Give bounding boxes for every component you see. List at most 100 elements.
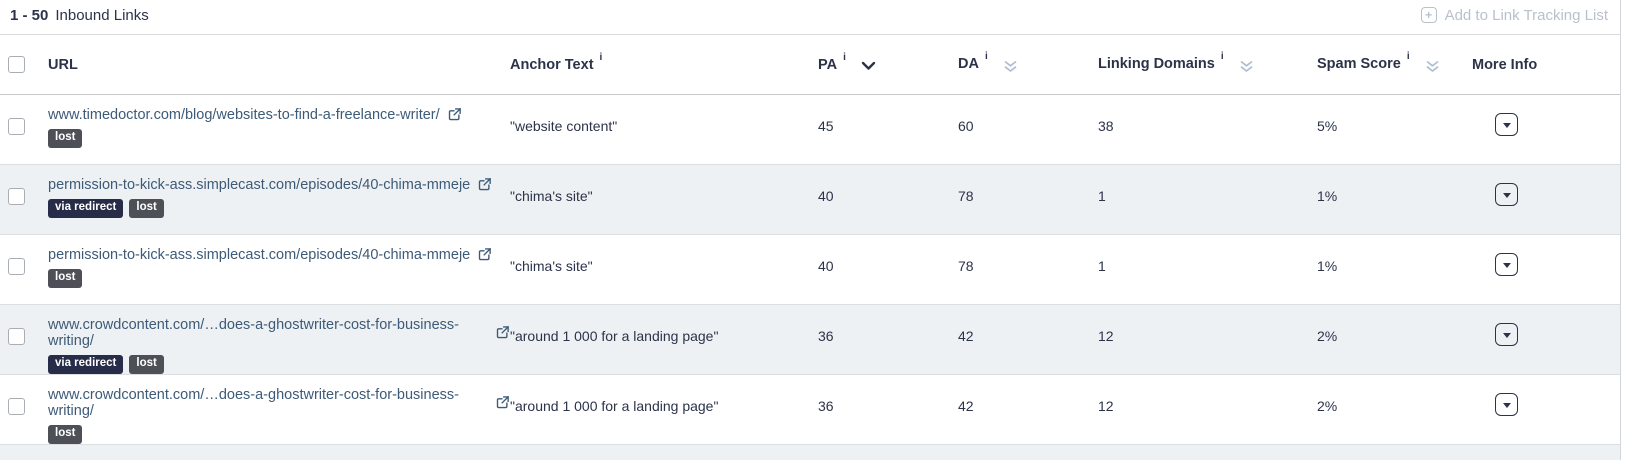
linking-domains-value: 1: [1098, 258, 1106, 274]
badge-via-redirect: via redirect: [48, 199, 124, 218]
row-checkbox-cell: [0, 235, 48, 275]
external-link-icon[interactable]: [495, 395, 510, 410]
row-checkbox[interactable]: [8, 398, 25, 415]
url-link[interactable]: www.crowdcontent.com/…does-a-ghostwriter…: [48, 387, 459, 419]
select-all-checkbox[interactable]: [8, 56, 25, 73]
row-checkbox-cell: [0, 165, 48, 205]
next-row-peek: [0, 445, 1620, 460]
row-checkbox[interactable]: [8, 188, 25, 205]
anchor-text-value: "chima's site": [510, 258, 593, 274]
more-info-button[interactable]: [1495, 393, 1518, 416]
da-value: 78: [958, 258, 974, 274]
url-cell: www.crowdcontent.com/…does-a-ghostwriter…: [48, 375, 510, 444]
url-cell: www.crowdcontent.com/…does-a-ghostwriter…: [48, 305, 510, 374]
info-icon: i: [843, 51, 846, 63]
column-label-linking-domains: Linking Domains: [1098, 56, 1215, 72]
row-checkbox[interactable]: [8, 258, 25, 275]
more-info-button[interactable]: [1495, 113, 1518, 136]
table-row: www.crowdcontent.com/…does-a-ghostwriter…: [0, 375, 1620, 445]
url-cell: permission-to-kick-ass.simplecast.com/ep…: [48, 165, 510, 218]
pa-value: 40: [818, 188, 834, 204]
badge-lost: lost: [129, 199, 164, 218]
anchor-text-value: "around 1 000 for a landing page": [510, 328, 719, 344]
url-link[interactable]: www.timedoctor.com/blog/websites-to-find…: [48, 107, 440, 123]
add-to-link-tracking-button[interactable]: + Add to Link Tracking List: [1420, 6, 1608, 24]
url-link[interactable]: www.crowdcontent.com/…does-a-ghostwriter…: [48, 317, 459, 349]
results-label: Inbound Links: [55, 6, 149, 24]
badge-group: lost: [48, 269, 510, 288]
results-range: 1 - 50: [10, 6, 49, 24]
info-icon: i: [599, 51, 603, 63]
caret-down-icon: [1502, 332, 1511, 338]
column-label-pa: PA: [818, 56, 838, 73]
table-body: www.timedoctor.com/blog/websites-to-find…: [0, 95, 1620, 445]
column-header-spam-score[interactable]: Spam Score i: [1317, 51, 1472, 73]
badge-group: lost: [48, 129, 510, 148]
table-row: permission-to-kick-ass.simplecast.com/ep…: [0, 165, 1620, 235]
pa-value: 40: [818, 258, 834, 274]
pa-value: 36: [818, 328, 834, 344]
more-info-button[interactable]: [1495, 253, 1518, 276]
linking-domains-value: 12: [1098, 398, 1114, 414]
external-link-icon[interactable]: [477, 247, 492, 262]
row-checkbox[interactable]: [8, 328, 25, 345]
row-checkbox[interactable]: [8, 118, 25, 135]
column-header-da[interactable]: DA i: [958, 51, 1098, 73]
pa-value: 45: [818, 118, 834, 134]
column-header-anchor-text: Anchor Text i: [510, 52, 818, 73]
da-value: 60: [958, 118, 974, 134]
results-title: 1 - 50 Inbound Links: [10, 7, 149, 24]
caret-down-icon: [1502, 192, 1511, 198]
badge-lost: lost: [129, 355, 164, 374]
external-link-icon[interactable]: [477, 177, 492, 192]
external-link-icon[interactable]: [495, 325, 510, 340]
da-value: 42: [958, 328, 974, 344]
column-label-spam-score: Spam Score: [1317, 56, 1401, 72]
external-link-icon[interactable]: [447, 107, 462, 122]
sort-desc-icon[interactable]: [861, 61, 876, 71]
linking-domains-value: 12: [1098, 328, 1114, 344]
linking-domains-value: 38: [1098, 118, 1114, 134]
info-icon: i: [1220, 51, 1224, 62]
url-link[interactable]: permission-to-kick-ass.simplecast.com/ep…: [48, 177, 471, 193]
more-info-cell: [1472, 235, 1620, 276]
anchor-text-value: "around 1 000 for a landing page": [510, 398, 719, 414]
caret-down-icon: [1502, 262, 1511, 268]
url-link[interactable]: permission-to-kick-ass.simplecast.com/ep…: [48, 247, 471, 263]
badge-group: lost: [48, 425, 510, 444]
column-header-pa[interactable]: PA i: [818, 52, 958, 73]
sortable-icon[interactable]: [1239, 60, 1254, 73]
row-checkbox-cell: [0, 95, 48, 135]
spam-score-value: 1%: [1317, 258, 1338, 274]
column-header-linking-domains[interactable]: Linking Domains i: [1098, 51, 1317, 73]
more-info-cell: [1472, 305, 1620, 346]
anchor-text-value: "chima's site": [510, 188, 593, 204]
table-header-row: URL Anchor Text i PA i DA i Linking Doma…: [0, 35, 1620, 95]
spam-score-value: 1%: [1317, 188, 1338, 204]
table-row: permission-to-kick-ass.simplecast.com/ep…: [0, 235, 1620, 305]
more-info-cell: [1472, 95, 1620, 136]
column-header-more-info: More Info: [1472, 57, 1620, 73]
more-info-button[interactable]: [1495, 323, 1518, 346]
column-label-more-info: More Info: [1472, 56, 1538, 73]
badge-group: via redirect lost: [48, 355, 510, 374]
linking-domains-value: 1: [1098, 188, 1106, 204]
badge-group: via redirect lost: [48, 199, 510, 218]
more-info-button[interactable]: [1495, 183, 1518, 206]
sortable-icon[interactable]: [1425, 60, 1440, 73]
badge-lost: lost: [48, 129, 83, 148]
plus-icon: +: [1420, 7, 1437, 23]
column-label-anchor-text: Anchor Text: [510, 56, 594, 73]
table-row: www.timedoctor.com/blog/websites-to-find…: [0, 95, 1620, 165]
spam-score-value: 2%: [1317, 398, 1338, 414]
da-value: 42: [958, 398, 974, 414]
results-header: 1 - 50 Inbound Links + Add to Link Track…: [0, 0, 1620, 35]
url-cell: permission-to-kick-ass.simplecast.com/ep…: [48, 235, 510, 288]
sortable-icon[interactable]: [1003, 60, 1018, 73]
add-to-link-tracking-label: Add to Link Tracking List: [1444, 6, 1608, 24]
anchor-text-value: "website content": [510, 118, 618, 134]
column-header-url: URL: [48, 57, 510, 73]
column-label-da: DA: [958, 56, 979, 72]
info-icon: i: [984, 51, 988, 62]
